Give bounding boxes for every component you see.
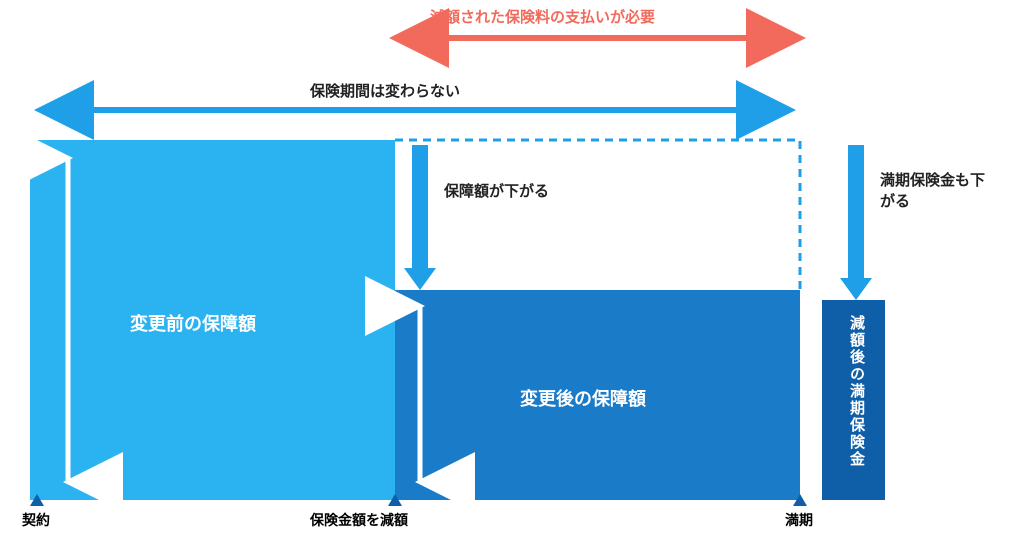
maturity-down-label: 満期保険金も下がる bbox=[880, 170, 990, 212]
period-unchanged-label: 保険期間は変わらない bbox=[310, 80, 460, 101]
after-coverage-label: 変更後の保障額 bbox=[520, 385, 646, 411]
axis-contract-label: 契約 bbox=[22, 510, 50, 530]
coverage-down-label: 保障額が下がる bbox=[444, 180, 549, 201]
maturity-benefit-label: 減額後の満期保険金 bbox=[846, 315, 867, 468]
before-coverage-label: 変更前の保障額 bbox=[130, 310, 256, 336]
maturity-down-arrow bbox=[840, 145, 872, 300]
diagram-svg bbox=[0, 0, 1024, 560]
axis-reduce-label: 保険金額を減額 bbox=[310, 510, 408, 530]
premium-payment-label: 減額された保険料の支払いが必要 bbox=[430, 6, 655, 27]
coverage-down-arrow bbox=[404, 145, 436, 290]
original-coverage-dash bbox=[395, 140, 800, 290]
axis-maturity-label: 満期 bbox=[785, 510, 813, 530]
